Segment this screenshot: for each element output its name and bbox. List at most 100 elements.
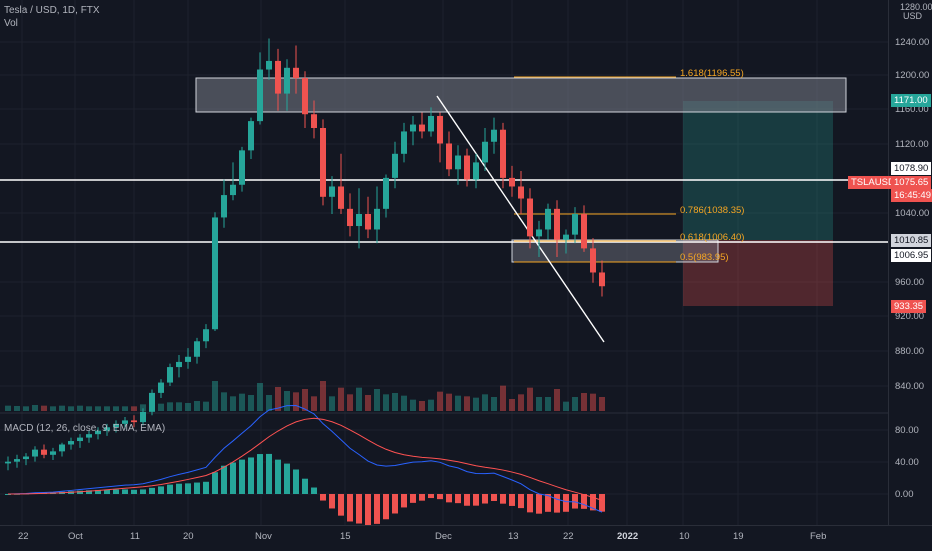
candle — [392, 153, 398, 178]
volume-bar — [581, 393, 587, 411]
candle — [68, 441, 74, 445]
volume-bar — [194, 401, 200, 411]
price-tick: 1040.00 — [895, 208, 930, 219]
macd-histogram-bar — [230, 462, 236, 494]
macd-histogram-bar — [5, 494, 11, 495]
macd-histogram-bar — [482, 494, 488, 504]
macd-histogram-bar — [338, 494, 344, 516]
time-scale[interactable] — [0, 525, 932, 551]
macd-histogram-bar — [221, 465, 227, 494]
volume-bar — [446, 393, 452, 411]
candle — [23, 456, 29, 460]
macd-histogram-bar — [293, 469, 299, 494]
macd-histogram-bar — [122, 489, 128, 494]
macd-histogram-bar — [518, 494, 524, 509]
macd-histogram-bar — [383, 494, 389, 520]
macd-title[interactable]: MACD (12, 26, close, 9, EMA, EMA) — [4, 423, 166, 434]
candle — [257, 69, 263, 122]
symbol-title[interactable]: Tesla / USD, 1D, FTX — [4, 5, 100, 16]
candle — [77, 437, 83, 442]
candle — [563, 234, 569, 240]
volume-bar — [5, 405, 11, 411]
candle — [41, 449, 47, 455]
volume-bar — [293, 392, 299, 411]
candle — [104, 427, 110, 431]
price-tick: 840.00 — [895, 381, 925, 392]
volume-bar — [410, 399, 416, 411]
candle — [50, 451, 56, 455]
candle — [158, 382, 164, 393]
candle — [554, 208, 560, 240]
volume-bar — [419, 401, 425, 411]
volume-bar — [41, 405, 47, 411]
candle — [302, 78, 308, 115]
macd-histogram-bar — [239, 459, 245, 494]
candle — [347, 208, 353, 227]
symbol-price-tag: TSLAUSD — [848, 176, 898, 189]
time-tick: 20 — [183, 531, 194, 542]
volume-bar — [482, 394, 488, 411]
macd-histogram-bar — [581, 494, 587, 509]
candle — [131, 420, 137, 423]
volume-bar — [599, 397, 605, 411]
candle — [491, 129, 497, 142]
candle — [95, 430, 101, 435]
macd-histogram-bar — [545, 494, 551, 512]
price-tick-top: 1280.00 — [900, 2, 932, 12]
resistance-zone[interactable] — [195, 77, 847, 113]
volume-bar — [248, 395, 254, 411]
volume-bar — [239, 393, 245, 411]
candle — [266, 60, 272, 70]
macd-histogram-bar — [257, 454, 263, 494]
trend-line[interactable] — [436, 95, 605, 343]
macd-histogram-bar — [356, 494, 362, 524]
volume-bar — [572, 397, 578, 411]
candle — [590, 248, 596, 273]
volume-bar — [365, 395, 371, 411]
volume-bar — [212, 381, 218, 411]
volume-bar — [59, 405, 65, 411]
macd-histogram-bar — [158, 486, 164, 494]
macd-histogram-bar — [437, 494, 443, 500]
time-tick: Nov — [255, 531, 272, 542]
volume-bar — [491, 397, 497, 411]
macd-histogram-bar — [329, 494, 335, 509]
chart-legend: Tesla / USD, 1D, FTX Vol — [4, 4, 100, 30]
volume-bar — [230, 396, 236, 411]
candle — [122, 420, 128, 424]
macd-histogram-bar — [473, 494, 479, 506]
time-tick: 11 — [130, 531, 140, 542]
candle — [311, 114, 317, 128]
volume-bar — [329, 396, 335, 411]
candle — [86, 434, 92, 438]
macd-histogram-bar — [248, 457, 254, 494]
macd-histogram-bar — [365, 494, 371, 526]
price-tag-level: 1006.95 — [891, 249, 932, 262]
macd-histogram-bar — [446, 494, 452, 503]
candle — [248, 121, 254, 151]
macd-histogram-bar — [140, 489, 146, 494]
candle — [59, 444, 65, 452]
macd-histogram-bar — [212, 472, 218, 494]
candle — [545, 208, 551, 230]
volume-bar — [536, 397, 542, 411]
price-scale[interactable] — [888, 0, 932, 525]
candle — [455, 155, 461, 170]
candle — [140, 411, 146, 423]
macd-histogram-bar — [176, 483, 182, 494]
macd-histogram-bar — [86, 490, 92, 494]
volume-bar — [527, 387, 533, 411]
time-tick: Feb — [810, 531, 827, 542]
macd-histogram-bar — [500, 494, 506, 504]
macd-histogram-bar — [185, 483, 191, 494]
candle — [572, 214, 578, 235]
macd-histogram-bar — [302, 478, 308, 494]
macd-histogram-bar — [203, 481, 209, 494]
candle — [284, 67, 290, 94]
volume-bar — [221, 392, 227, 411]
candle — [581, 214, 587, 249]
currency-label[interactable]: USD — [903, 11, 923, 21]
volume-bar — [50, 406, 56, 411]
volume-label[interactable]: Vol — [4, 18, 18, 29]
